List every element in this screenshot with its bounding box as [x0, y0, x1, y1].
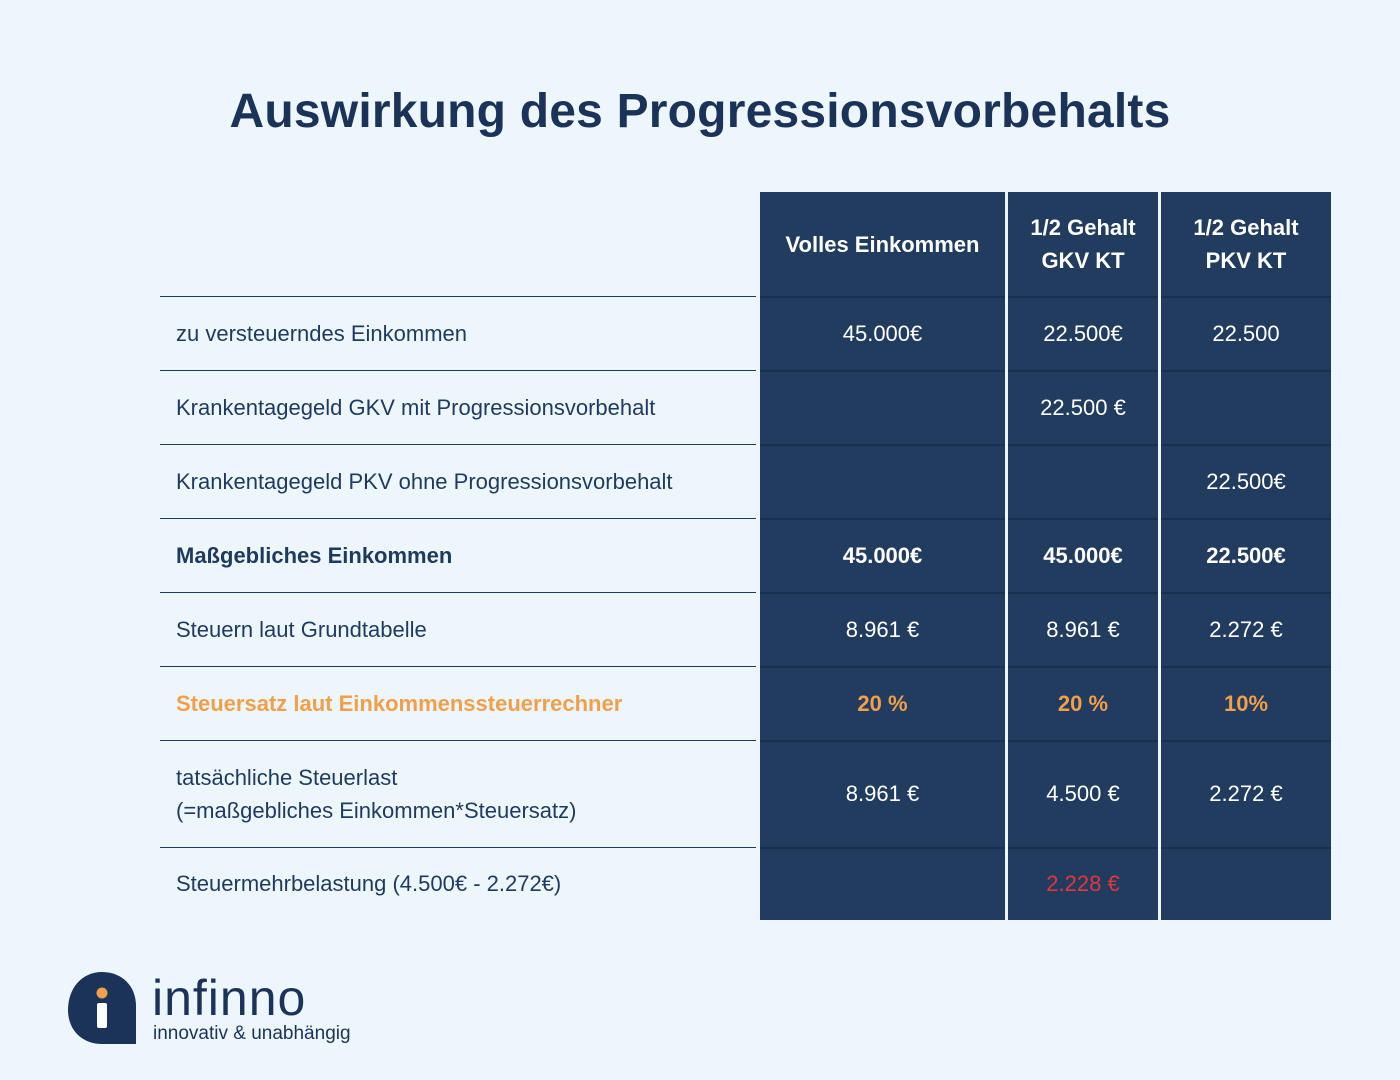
table-cell-pkv-kt [1161, 370, 1331, 444]
cell-separator [1161, 847, 1331, 849]
cell-separator [1008, 518, 1158, 520]
table-cell-pkv-kt: 10% [1223, 690, 1269, 716]
cell-separator [1161, 518, 1331, 520]
cell-separator [1008, 666, 1158, 668]
row-divider [160, 740, 756, 741]
table-cell-volles-einkommen: 8.961 € [845, 781, 920, 806]
row-divider [160, 444, 756, 445]
row-divider [160, 370, 756, 371]
row-label: Maßgebliches Einkommen [176, 542, 453, 568]
cell-separator [1161, 592, 1331, 594]
cell-separator [1008, 740, 1158, 742]
row-divider [160, 847, 756, 848]
table-cell-gkv-kt [1008, 444, 1158, 518]
column-bg-volles-einkommen [760, 192, 1005, 920]
table-cell-volles-einkommen [760, 370, 1005, 444]
row-label: Steuersatz laut Einkommenssteuerrechner [176, 690, 623, 716]
table-cell-gkv-kt: 8.961 € [1046, 616, 1120, 642]
table-cell-gkv-kt: 20 % [1057, 690, 1109, 716]
page-title: Auswirkung des Progressionsvorbehalts [229, 85, 1171, 138]
row-label: Steuermehrbelastung (4.500€ - 2.272€) [176, 871, 562, 896]
cell-separator [1161, 370, 1331, 372]
infinno-logo-icon [68, 972, 136, 1044]
table-cell-gkv-kt: 22.500€ [1043, 320, 1123, 346]
cell-separator [1008, 370, 1158, 372]
table-cell-gkv-kt: 4.500 € [1046, 781, 1120, 806]
cell-separator [760, 847, 1005, 849]
cell-separator [760, 666, 1005, 668]
table-cell-pkv-kt: 2.272 € [1209, 616, 1283, 642]
cell-separator [1008, 444, 1158, 446]
row-label: zu versteuerndes Einkommen [176, 320, 468, 346]
table-cell-pkv-kt [1161, 847, 1331, 920]
table-cell-volles-einkommen: 8.961 € [845, 616, 920, 642]
table-cell-gkv-kt: 45.000€ [1043, 542, 1123, 568]
table-cell-pkv-kt: 2.272 € [1209, 781, 1283, 806]
logo-tagline: innovativ & unabhängig [153, 1023, 351, 1044]
cell-separator [1008, 592, 1158, 594]
cell-separator [1161, 666, 1331, 668]
column-bg-pkv-kt [1161, 192, 1331, 920]
cell-separator [760, 740, 1005, 742]
table-cell-gkv-kt: 2.228 € [1046, 871, 1120, 896]
row-label: Krankentagegeld PKV ohne Progressionsvor… [176, 468, 673, 494]
table-cell-volles-einkommen: 45.000€ [842, 320, 923, 346]
cell-separator [1161, 740, 1331, 742]
cell-separator [1008, 847, 1158, 849]
cell-separator [760, 370, 1005, 372]
table-cell-pkv-kt: 22.500 [1212, 320, 1280, 346]
row-divider [160, 666, 756, 667]
table-cell-volles-einkommen [760, 444, 1005, 518]
table-cell-pkv-kt: 22.500€ [1206, 542, 1286, 568]
cell-separator [760, 444, 1005, 446]
table-cell-gkv-kt: 22.500 € [1040, 394, 1126, 420]
column-bg-gkv-kt [1008, 192, 1158, 920]
row-divider [160, 592, 756, 593]
row-divider [160, 296, 756, 297]
table-cell-pkv-kt: 22.500€ [1206, 468, 1286, 494]
cell-separator [1161, 444, 1331, 446]
cell-separator [760, 592, 1005, 594]
row-label: Steuern laut Grundtabelle [176, 616, 427, 642]
cell-separator [760, 296, 1005, 298]
row-label: tatsächliche Steuerlast (=maßgebliches E… [176, 764, 577, 823]
column-header-volles-einkommen: Volles Einkommen [785, 231, 980, 257]
table-cell-volles-einkommen [760, 847, 1005, 920]
table-cell-volles-einkommen: 45.000€ [842, 542, 923, 568]
logo-name: infinno [152, 970, 307, 1026]
table-cell-volles-einkommen: 20 % [857, 690, 908, 716]
cell-separator [760, 518, 1005, 520]
cell-separator [1161, 296, 1331, 298]
cell-separator [1008, 296, 1158, 298]
row-label: Krankentagegeld GKV mit Progressionsvorb… [176, 394, 656, 420]
row-divider [160, 518, 756, 519]
column-header-gkv-kt: 1/2 Gehalt GKV KT [1030, 215, 1136, 273]
column-header-pkv-kt: 1/2 Gehalt PKV KT [1193, 215, 1299, 273]
